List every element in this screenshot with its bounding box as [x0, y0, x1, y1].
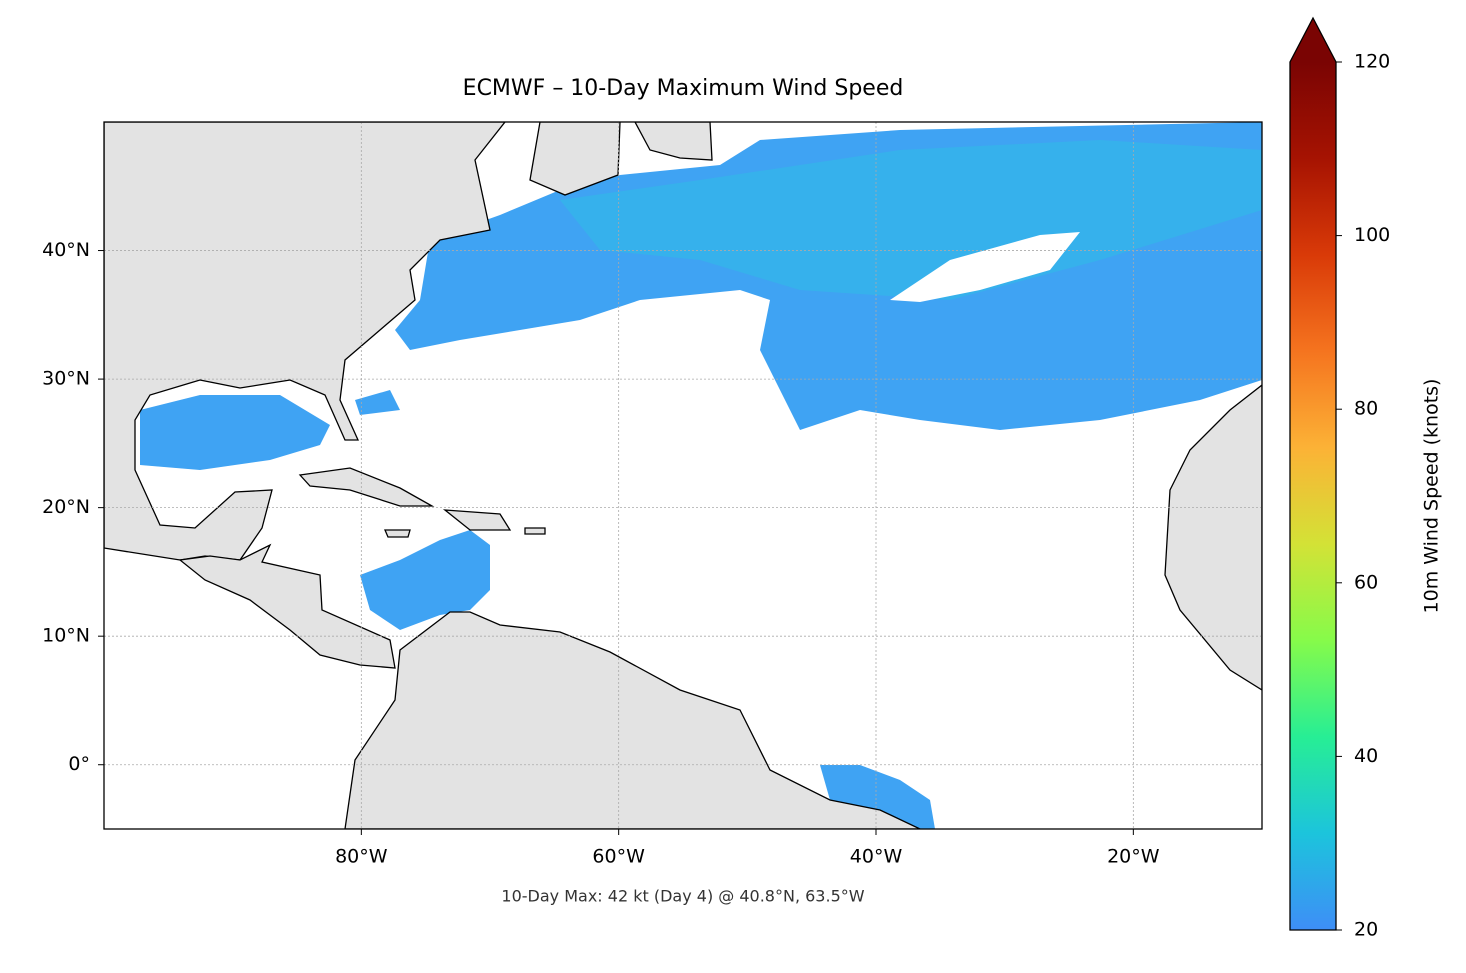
- cuba: [298, 467, 435, 507]
- wind-field: [140, 395, 330, 470]
- map-frame: [103, 121, 1263, 830]
- y-tick-label: 30°N: [42, 368, 90, 390]
- map-area: [104, 122, 1262, 829]
- hispaniola: [442, 509, 512, 531]
- x-tick-label: 20°W: [1107, 846, 1160, 868]
- colorbar-tick-label: 120: [1354, 51, 1390, 73]
- colorbar-outline: [1289, 16, 1337, 931]
- wind-field: [355, 390, 400, 415]
- map-title: ECMWF – 10-Day Maximum Wind Speed: [463, 76, 904, 101]
- wind-field: [360, 530, 490, 630]
- annotation: 10-Day Max: 42 kt (Day 4) @ 40.8°N, 63.5…: [501, 887, 864, 906]
- y-tick-label: 0°: [68, 753, 90, 775]
- colorbar-gradient: [1290, 62, 1336, 930]
- south-america: [344, 611, 921, 829]
- colorbar-extension: [1290, 18, 1336, 62]
- colorbar: 20 40 60 80 100 120: [1289, 16, 1390, 941]
- africa: [1164, 384, 1262, 691]
- x-tick-label: 60°W: [592, 846, 645, 868]
- colorbar-tick-label: 100: [1354, 224, 1390, 246]
- calm-area: [890, 232, 1080, 302]
- x-tick-label: 80°W: [335, 846, 388, 868]
- colorbar-label: 10m Wind Speed (knots): [1421, 379, 1443, 614]
- central-america: [178, 543, 396, 669]
- y-tick-label: 20°N: [42, 496, 90, 518]
- y-tick-label: 10°N: [42, 625, 90, 647]
- north-america: [104, 122, 506, 561]
- y-tick-label: 40°N: [42, 239, 90, 261]
- x-tick-label: 40°W: [850, 846, 903, 868]
- maritimes: [529, 122, 621, 196]
- colorbar-tick-label: 20: [1354, 919, 1378, 941]
- newfoundland: [634, 122, 713, 161]
- jamaica: [384, 529, 411, 538]
- puerto-rico: [524, 527, 546, 535]
- wind-field: [560, 140, 1262, 300]
- colorbar-tick-label: 60: [1354, 571, 1378, 593]
- colorbar-tick-label: 40: [1354, 745, 1378, 767]
- colorbar-tick-label: 80: [1354, 398, 1378, 420]
